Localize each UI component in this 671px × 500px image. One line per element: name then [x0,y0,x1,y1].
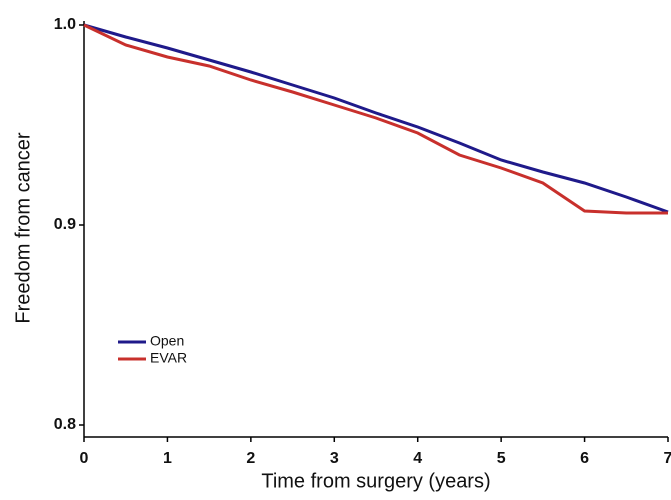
x-tick-label: 3 [330,450,339,467]
series-line [83,23,668,215]
x-tick-label: 6 [580,450,589,467]
x-tick-label: 5 [497,450,506,467]
x-tick-label: 4 [413,450,422,467]
x-tick-label: 2 [246,450,255,467]
x-tick-label: 7 [664,450,671,467]
y-tick-label: 1.0 [54,16,76,33]
y-axis-title: Freedom from cancer [12,132,34,324]
legend-label: EVAR [150,350,187,366]
series-line [83,23,669,214]
legend-label: Open [150,333,184,349]
x-axis-title: Time from surgery (years) [261,470,490,492]
x-tick-label: 1 [163,450,172,467]
y-tick-label: 0.8 [54,416,76,433]
y-tick-label: 0.9 [54,216,76,233]
x-tick-label: 0 [80,450,89,467]
